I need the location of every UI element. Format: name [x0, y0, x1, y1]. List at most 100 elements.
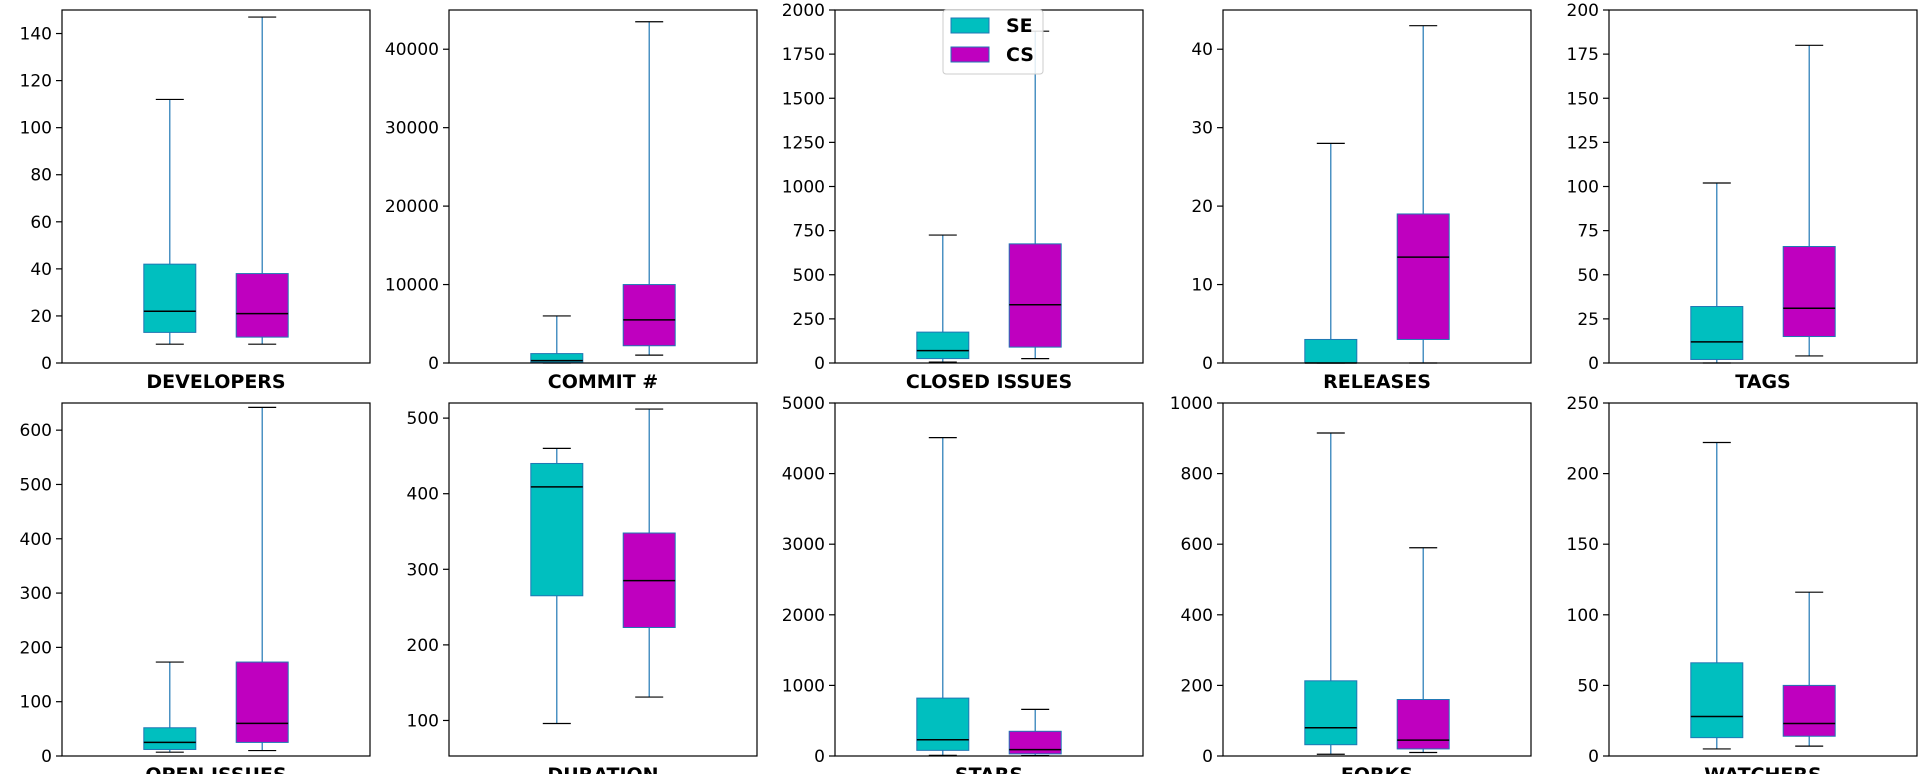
iqr-box [1396, 213, 1450, 340]
subplot-forks: 0 200 400 600 800 1000 FORKS [1170, 394, 1532, 774]
y-tick-label: 1750 [782, 45, 825, 65]
y-tick-label: 300 [407, 560, 439, 580]
y-tick-label: 20 [1191, 197, 1213, 217]
iqr-box [1304, 338, 1358, 364]
box-cs [1396, 547, 1450, 754]
box-se [1304, 432, 1358, 755]
axes-frame [1608, 9, 1918, 364]
panel-label: CLOSED ISSUES [906, 371, 1072, 393]
box-cs [1008, 708, 1062, 757]
y-tick-label: 150 [1567, 89, 1599, 109]
y-tick-label: 0 [1202, 354, 1213, 374]
y-tick-label: 25 [1577, 310, 1599, 330]
y-tick-label: 50 [1577, 676, 1599, 696]
iqr-box [1782, 246, 1836, 338]
box-cs [622, 21, 676, 356]
legend-label-se: SE [1006, 15, 1033, 37]
y-tick-label: 125 [1567, 133, 1599, 153]
y-tick-label: 200 [20, 638, 52, 658]
box-cs [622, 408, 676, 698]
y-tick-label: 0 [41, 354, 52, 374]
y-tick-label: 0 [41, 747, 52, 767]
y-tick-label: 2000 [782, 1, 825, 21]
y-tick-label: 200 [1567, 1, 1599, 21]
legend: SE CS [942, 9, 1044, 75]
y-tick-label: 80 [30, 166, 52, 186]
y-tick-label: 10 [1191, 276, 1213, 296]
box-cs [1008, 30, 1062, 360]
y-tick-label: 1000 [782, 178, 825, 198]
y-tick-label: 175 [1567, 45, 1599, 65]
legend-label-cs: CS [1006, 44, 1034, 66]
y-tick-label: 2000 [782, 606, 825, 626]
y-tick-label: 30 [1191, 119, 1213, 139]
panel-label: OPEN ISSUES [145, 764, 286, 774]
box-se [916, 234, 970, 363]
iqr-box [1008, 243, 1062, 348]
iqr-box [1008, 730, 1062, 755]
y-tick-label: 150 [1567, 535, 1599, 555]
iqr-box [1304, 680, 1358, 746]
y-tick-label: 0 [1588, 747, 1599, 767]
box-se [143, 661, 197, 753]
y-tick-label: 250 [1567, 394, 1599, 414]
legend-swatch-se [950, 17, 990, 34]
y-tick-label: 0 [1202, 747, 1213, 767]
y-tick-label: 100 [1567, 178, 1599, 198]
y-tick-label: 40 [1191, 40, 1213, 60]
iqr-box [530, 353, 584, 363]
y-tick-label: 20 [30, 307, 52, 327]
iqr-box [235, 273, 289, 338]
box-se [143, 98, 197, 345]
y-tick-label: 500 [793, 266, 825, 286]
iqr-box [1782, 684, 1836, 737]
y-tick-label: 120 [20, 72, 52, 92]
y-tick-label: 250 [793, 310, 825, 330]
legend-swatch-cs [950, 46, 990, 63]
box-se [1690, 182, 1744, 364]
box-se [1304, 142, 1358, 364]
y-tick-label: 100 [20, 119, 52, 139]
subplot-tags: 0 25 50 75 100 125 150 175 200 TAGS [1567, 1, 1918, 393]
subplot-stars: 0 1000 2000 3000 4000 5000 STARS [782, 394, 1144, 774]
y-tick-label: 1500 [782, 89, 825, 109]
subplot-watchers: 0 50 100 150 200 250 WATCHERS [1567, 394, 1918, 774]
y-tick-label: 30000 [385, 119, 439, 139]
box-se [916, 436, 970, 756]
y-tick-label: 4000 [782, 465, 825, 485]
box-cs [1782, 591, 1836, 747]
axes-frame [834, 402, 1144, 757]
y-tick-label: 0 [428, 354, 439, 374]
y-tick-label: 0 [814, 747, 825, 767]
panel-label: COMMIT # [548, 371, 658, 393]
y-tick-label: 10000 [385, 276, 439, 296]
y-tick-label: 200 [1181, 676, 1213, 696]
iqr-box [622, 284, 676, 347]
y-tick-label: 140 [20, 25, 52, 45]
box-se [1690, 441, 1744, 750]
panel-label: DURATION [547, 764, 658, 774]
panel-label: RELEASES [1323, 371, 1431, 393]
axes-frame [61, 402, 371, 757]
y-tick-label: 50 [1577, 266, 1599, 286]
y-tick-label: 100 [1567, 606, 1599, 626]
iqr-box [235, 661, 289, 743]
y-tick-label: 750 [793, 222, 825, 242]
panel-label: FORKS [1341, 764, 1413, 774]
iqr-box [916, 697, 970, 751]
y-tick-label: 800 [1181, 465, 1213, 485]
panel-label: DEVELOPERS [146, 371, 285, 393]
panel-label: STARS [955, 764, 1023, 774]
y-tick-label: 20000 [385, 197, 439, 217]
y-tick-label: 40000 [385, 40, 439, 60]
iqr-box [143, 263, 197, 333]
box-cs [1782, 44, 1836, 357]
y-tick-label: 3000 [782, 535, 825, 555]
iqr-box [916, 331, 970, 360]
y-tick-label: 0 [1588, 354, 1599, 374]
y-tick-label: 400 [20, 530, 52, 550]
axes-frame [448, 9, 758, 364]
iqr-box [530, 462, 584, 597]
subplot-commit: 0 10000 20000 30000 40000 COMMIT # [385, 9, 758, 393]
